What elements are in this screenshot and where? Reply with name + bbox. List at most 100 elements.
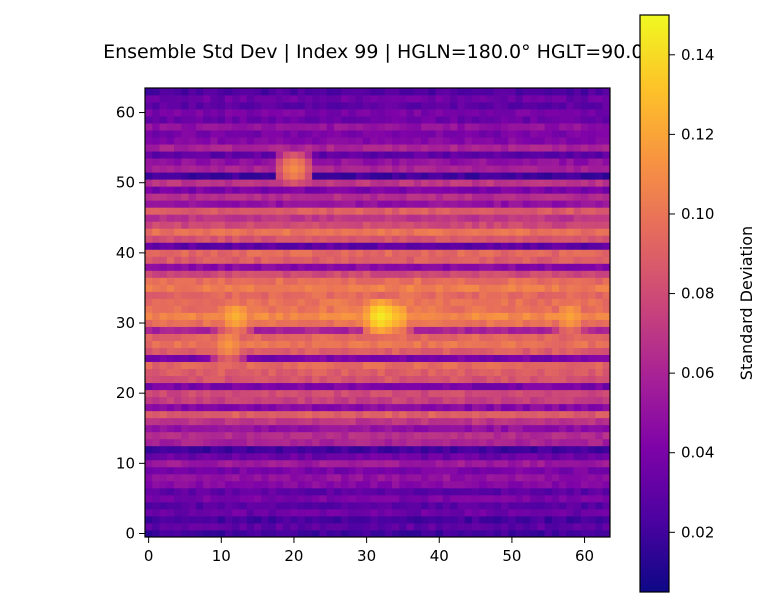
heatmap-cell xyxy=(559,397,567,404)
heatmap-cell xyxy=(269,439,277,446)
heatmap-cell xyxy=(261,102,269,109)
heatmap-cell xyxy=(232,151,240,158)
heatmap-cell xyxy=(312,418,320,425)
heatmap-cell xyxy=(167,158,175,165)
heatmap-cell xyxy=(414,509,422,516)
heatmap-cell xyxy=(581,516,589,523)
heatmap-cell xyxy=(319,390,327,397)
heatmap-cell xyxy=(530,530,538,537)
heatmap-cell xyxy=(283,369,291,376)
heatmap-cell xyxy=(523,474,531,481)
heatmap-cell xyxy=(603,488,611,495)
heatmap-cell xyxy=(392,509,400,516)
heatmap-cell xyxy=(261,530,269,537)
heatmap-cell xyxy=(363,530,371,537)
heatmap-cell xyxy=(494,256,502,263)
heatmap-cell xyxy=(312,509,320,516)
heatmap-cell xyxy=(174,165,182,172)
heatmap-cell xyxy=(436,488,444,495)
heatmap-cell xyxy=(261,186,269,193)
heatmap-cell xyxy=(523,179,531,186)
heatmap-cell xyxy=(152,270,160,277)
heatmap-cell xyxy=(160,502,168,509)
heatmap-cell xyxy=(319,481,327,488)
heatmap-cell xyxy=(218,235,226,242)
heatmap-cell xyxy=(348,467,356,474)
heatmap-cell xyxy=(603,495,611,502)
heatmap-cell xyxy=(443,474,451,481)
heatmap-cell xyxy=(363,390,371,397)
heatmap-cell xyxy=(239,390,247,397)
heatmap-cell xyxy=(239,179,247,186)
heatmap-cell xyxy=(530,453,538,460)
heatmap-cell xyxy=(189,277,197,284)
heatmap-cell xyxy=(261,172,269,179)
heatmap-cell xyxy=(312,291,320,298)
heatmap-cell xyxy=(450,144,458,151)
heatmap-cell xyxy=(247,123,255,130)
heatmap-cell xyxy=(247,158,255,165)
heatmap-cell xyxy=(421,95,429,102)
heatmap-cell xyxy=(414,277,422,284)
heatmap-cell xyxy=(218,362,226,369)
heatmap-cell xyxy=(160,432,168,439)
heatmap-cell xyxy=(516,214,524,221)
heatmap-cell xyxy=(305,116,313,123)
heatmap-cell xyxy=(210,221,218,228)
heatmap-cell xyxy=(203,516,211,523)
heatmap-cell xyxy=(457,509,465,516)
heatmap-cell xyxy=(152,390,160,397)
heatmap-cell xyxy=(269,235,277,242)
heatmap-cell xyxy=(232,95,240,102)
heatmap-cell xyxy=(334,334,342,341)
heatmap-cell xyxy=(378,305,386,312)
heatmap-cell xyxy=(363,130,371,137)
heatmap-cell xyxy=(552,144,560,151)
heatmap-cell xyxy=(566,432,574,439)
heatmap-cell xyxy=(203,88,211,95)
heatmap-cell xyxy=(203,313,211,320)
heatmap-cell xyxy=(261,235,269,242)
heatmap-cell xyxy=(174,313,182,320)
heatmap-cell xyxy=(472,277,480,284)
heatmap-cell xyxy=(436,88,444,95)
heatmap-cell xyxy=(276,460,284,467)
heatmap-cell xyxy=(305,284,313,291)
heatmap-cell xyxy=(356,151,364,158)
heatmap-cell xyxy=(341,158,349,165)
heatmap-cell xyxy=(348,390,356,397)
heatmap-cell xyxy=(559,179,567,186)
heatmap-cell xyxy=(225,109,233,116)
heatmap-cell xyxy=(152,509,160,516)
heatmap-cell xyxy=(566,460,574,467)
heatmap-cell xyxy=(189,467,197,474)
heatmap-cell xyxy=(494,397,502,404)
heatmap-cell xyxy=(552,327,560,334)
heatmap-cell xyxy=(305,242,313,249)
heatmap-cell xyxy=(581,327,589,334)
heatmap-cell xyxy=(508,453,516,460)
heatmap-cell xyxy=(276,481,284,488)
heatmap-cell xyxy=(298,123,306,130)
heatmap-cell xyxy=(450,151,458,158)
heatmap-cell xyxy=(428,158,436,165)
heatmap-cell xyxy=(443,453,451,460)
heatmap-cell xyxy=(581,460,589,467)
heatmap-cell xyxy=(436,474,444,481)
heatmap-cell xyxy=(218,327,226,334)
heatmap-cell xyxy=(559,348,567,355)
heatmap-cell xyxy=(174,95,182,102)
heatmap-cell xyxy=(486,334,494,341)
heatmap-cell xyxy=(247,186,255,193)
heatmap-cell xyxy=(167,327,175,334)
heatmap-cell xyxy=(566,137,574,144)
heatmap-cell xyxy=(312,207,320,214)
heatmap-cell xyxy=(225,355,233,362)
heatmap-cell xyxy=(218,320,226,327)
heatmap-cell xyxy=(581,151,589,158)
heatmap-cell xyxy=(443,249,451,256)
heatmap-cell xyxy=(370,509,378,516)
heatmap-cell xyxy=(523,320,531,327)
heatmap-cell xyxy=(298,291,306,298)
heatmap-cell xyxy=(581,228,589,235)
